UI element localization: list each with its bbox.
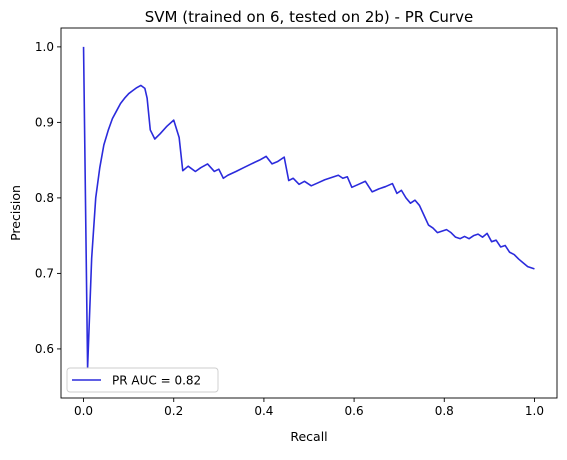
x-tick-label: 0.8 [435, 404, 454, 418]
y-tick-label: 0.8 [35, 191, 54, 205]
chart-title: SVM (trained on 6, tested on 2b) - PR Cu… [145, 8, 473, 26]
series-line-pr-curve [82, 46, 535, 369]
x-tick-label: 0.4 [254, 404, 273, 418]
plot-frame [60, 27, 558, 399]
y-axis-label: Precision [8, 185, 23, 241]
y-tick-label: 0.7 [35, 266, 54, 280]
x-tick-label: 0.0 [74, 404, 93, 418]
x-tick-label: 0.2 [164, 404, 183, 418]
legend-box [66, 367, 219, 393]
y-tick-label: 0.6 [35, 342, 54, 356]
x-axis-label: Recall [290, 429, 327, 444]
x-tick-label: 1.0 [525, 404, 544, 418]
y-tick-label: 1.0 [35, 40, 54, 54]
plot-area [61, 28, 557, 398]
y-tick-label: 0.9 [35, 115, 54, 129]
legend: PR AUC = 0.82 [66, 367, 219, 393]
legend-entry-pr-curve: PR AUC = 0.82 [112, 374, 201, 388]
x-axis-ticks: 0.0 0.2 0.4 0.6 0.8 1.0 [74, 398, 544, 418]
x-tick-label: 0.6 [345, 404, 364, 418]
y-axis-ticks: 0.6 0.7 0.8 0.9 1.0 [35, 40, 61, 356]
